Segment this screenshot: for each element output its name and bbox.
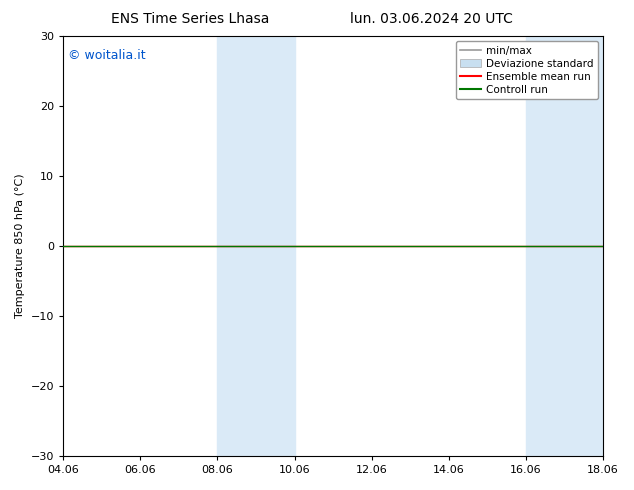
Text: © woitalia.it: © woitalia.it	[68, 49, 146, 62]
Y-axis label: Temperature 850 hPa (°C): Temperature 850 hPa (°C)	[15, 174, 25, 318]
Legend: min/max, Deviazione standard, Ensemble mean run, Controll run: min/max, Deviazione standard, Ensemble m…	[456, 41, 598, 99]
Bar	[526, 36, 603, 456]
Text: lun. 03.06.2024 20 UTC: lun. 03.06.2024 20 UTC	[350, 12, 512, 26]
Text: ENS Time Series Lhasa: ENS Time Series Lhasa	[111, 12, 269, 26]
Bar	[217, 36, 295, 456]
